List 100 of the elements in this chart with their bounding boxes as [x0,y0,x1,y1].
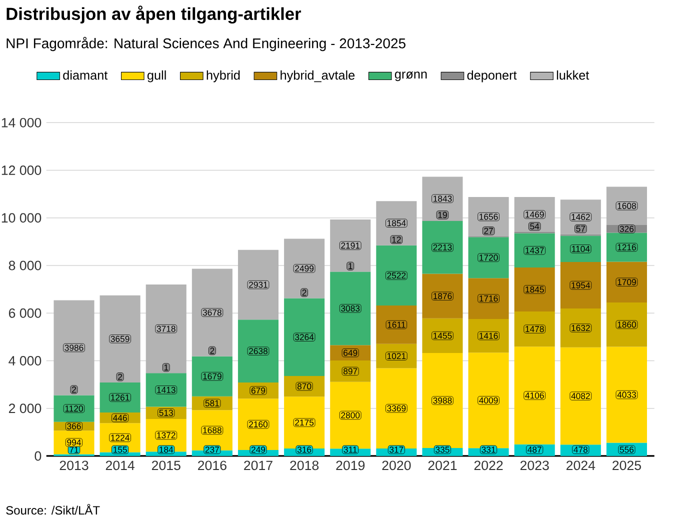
data-label: 1716 [480,295,498,302]
data-label: 2638 [249,348,268,354]
data-label: 27 [484,228,493,234]
y-tick-label: 12 000 [2,166,42,175]
data-label: 4106 [525,392,544,399]
x-tick-label: 2015 [152,460,180,470]
data-label: 4082 [571,392,590,400]
data-label: 513 [159,410,173,416]
data-label: 2 [210,348,214,354]
x-tick-label: 2013 [60,460,88,470]
data-label: 2499 [295,265,314,272]
legend-label: diamant [63,70,108,80]
data-label: 19 [438,212,447,218]
data-label: 1224 [111,434,130,441]
data-label: 1688 [203,427,222,434]
legend-label: hybrid_avtale [280,70,355,82]
data-label: 2 [72,386,76,393]
data-label: 1720 [480,254,498,261]
x-tick-label: 2014 [106,460,134,470]
data-label: 3718 [156,326,176,332]
legend-label: lukket [556,70,590,80]
data-label: 1843 [434,196,452,202]
data-label: 1120 [65,406,83,412]
data-label: 2800 [341,412,360,418]
data-label: 3678 [202,309,222,316]
data-label: 556 [620,446,634,453]
legend-label: grønn [394,72,427,82]
data-label: 446 [113,414,127,421]
data-label: 3988 [433,397,452,404]
data-label: 184 [160,446,174,453]
data-label: 4033 [617,392,636,398]
data-label: 897 [344,368,358,374]
data-label: 1216 [618,244,636,250]
legend-label: gull [147,70,166,82]
data-label: 71 [70,446,78,453]
data-label: 1 [348,263,352,270]
data-label: 317 [390,446,404,453]
y-tick-label: 8 000 [8,260,42,270]
data-label: 478 [574,446,588,453]
data-label: 316 [297,446,312,453]
data-label: 366 [67,423,81,430]
data-label: 1372 [157,432,176,438]
data-label: 1656 [480,214,498,220]
data-label: 994 [67,439,81,446]
data-label: 1632 [572,324,590,332]
data-label: 4009 [479,397,498,404]
data-label: 54 [530,223,540,230]
data-label: 237 [205,446,219,453]
legend-label: deponert [467,70,517,82]
data-label: 2175 [295,420,314,426]
chart-title: Distribusjon av åpen tilgang-artikler [6,6,302,24]
data-label: 3986 [64,344,84,351]
data-label: 1954 [572,282,590,288]
data-label: 1413 [157,386,176,393]
y-tick-label: 2 000 [8,404,42,414]
data-label: 249 [251,446,266,453]
data-label: 649 [344,350,358,356]
data-label: 1462 [572,214,590,220]
data-label: 1104 [572,246,590,252]
data-label: 487 [528,446,542,453]
data-label: 2191 [341,242,360,249]
data-label: 155 [114,446,127,453]
legend-label: hybrid [206,70,240,82]
x-tick-label: 2018 [290,460,319,470]
data-label: 1876 [434,293,452,300]
data-label: 57 [576,226,586,232]
x-tick-label: 2022 [474,460,503,470]
x-tick-label: 2025 [612,460,641,470]
y-tick-label: 10 000 [2,213,42,223]
data-label: 581 [205,400,219,406]
data-label: 2 [118,374,122,380]
chart-subtitle: NPI Fagområde: Natural Sciences And Engineering - 2013-2025 [6,36,406,52]
data-label: 1261 [111,394,130,401]
y-tick-label: 0 [34,451,42,461]
x-tick-label: 2023 [520,460,549,470]
data-label: 1416 [480,332,498,339]
data-label: 2931 [249,282,268,288]
x-tick-label: 2020 [382,460,411,470]
data-label: 1021 [387,353,406,360]
source-note: Source: /Sikt/LÅT [6,504,100,515]
data-label: 335 [436,446,450,453]
data-label: 679 [251,387,266,394]
data-label: 1469 [526,211,544,218]
y-tick-label: 4 000 [8,356,42,366]
data-label: 1845 [526,286,544,293]
data-label: 326 [620,226,634,232]
data-label: 311 [344,446,357,453]
data-label: 3083 [341,305,360,312]
data-label: 1709 [618,279,636,286]
data-label: 1854 [387,220,406,226]
data-label: 1860 [618,322,636,328]
data-label: 1455 [434,332,452,339]
data-label: 2160 [249,421,268,428]
data-label: 12 [392,236,401,243]
x-tick-label: 2021 [428,460,457,470]
x-tick-label: 2017 [244,460,272,470]
data-label: 331 [482,446,496,453]
data-label: 3264 [295,334,314,340]
data-label: 2213 [433,244,452,250]
data-label: 3369 [387,405,406,412]
